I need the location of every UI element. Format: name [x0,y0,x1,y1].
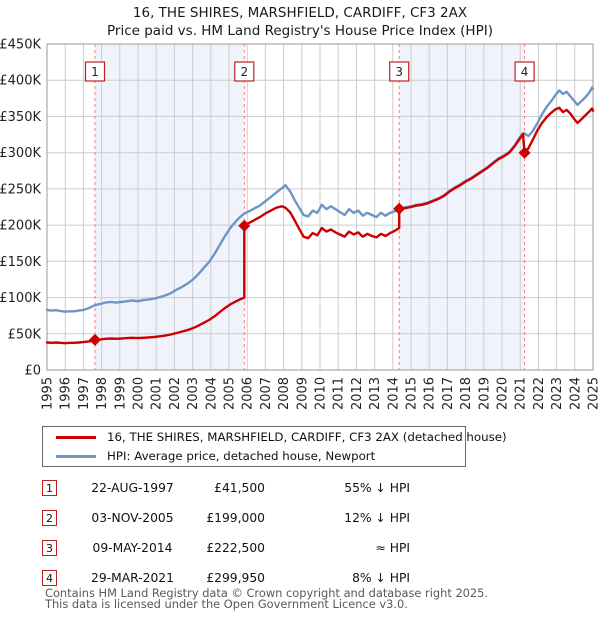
transaction-date: 09-MAY-2014 [92,541,173,555]
x-axis-label: 2006 [241,377,256,410]
x-axis-label: 2008 [277,377,292,410]
x-axis-label: 2011 [332,377,347,410]
transaction-number-badge: 2 [42,510,57,526]
x-axis-label: 1996 [59,377,74,410]
legend-label-price-paid: 16, THE SHIRES, MARSHFIELD, CARDIFF, CF3… [107,430,507,444]
chart-subtitle: Price paid vs. HM Land Registry's House … [107,23,493,39]
transaction-price: £222,500 [206,541,265,555]
chart-title: 16, THE SHIRES, MARSHFIELD, CARDIFF, CF3… [132,5,468,21]
transaction-number-badge: 4 [42,570,57,586]
x-axis-label: 2013 [368,377,383,410]
transaction-hpi-relation: 55% ↓ HPI [344,481,410,495]
transaction-price: £41,500 [214,481,265,495]
x-axis-label: 2007 [259,377,274,410]
x-axis-label: 2025 [587,377,600,410]
x-axis-label: 2009 [295,377,310,410]
sale-point-marker [518,146,531,159]
x-axis-label: 1999 [113,377,128,410]
y-axis-label: £350K [0,110,41,125]
y-axis-label: £450K [0,38,41,53]
transaction-number-badge: 3 [42,540,57,556]
x-axis-label: 2023 [550,377,565,410]
sale-period-band [399,44,525,370]
x-axis-label: 2021 [514,377,529,410]
x-axis-label: 2024 [568,377,583,410]
transaction-date: 29-MAR-2021 [91,571,174,585]
transaction-row: 4 29-MAR-2021 £299,950 8% ↓ HPI [42,563,492,593]
price-paid-line-swatch [56,435,96,439]
x-axis-label: 1997 [77,377,92,410]
y-axis-label: £250K [0,182,41,197]
y-axis-label: £200K [0,219,41,234]
chart-legend: 16, THE SHIRES, MARSHFIELD, CARDIFF, CF3… [42,426,507,467]
marker-badge-number: 2 [240,65,248,79]
x-axis-label: 2000 [132,377,147,410]
transaction-hpi-relation: 8% ↓ HPI [352,571,410,585]
sale-point-marker [393,202,406,215]
transaction-row: 1 22-AUG-1997 £41,500 55% ↓ HPI [42,473,492,503]
x-axis-label: 2003 [186,377,201,410]
legend-label-hpi: HPI: Average price, detached house, Newp… [107,449,376,463]
transaction-hpi-relation: 12% ↓ HPI [344,511,410,525]
y-axis-label: £0 [24,364,41,379]
y-axis-label: £100K [0,291,41,306]
y-axis-label: £400K [0,74,41,89]
x-axis-label: 2001 [150,377,165,410]
license-footer: Contains HM Land Registry data © Crown c… [45,586,489,612]
x-axis-label: 2022 [532,377,547,410]
price-history-chart: 1 2 3 4 £0 £50K £100K £150K £200K £250K £300K £350K… [0,38,600,411]
marker-badge [389,61,410,82]
sale-period-band [95,44,245,370]
transaction-number-badge: 1 [42,480,57,496]
transactions-table: 1 22-AUG-1997 £41,500 55% ↓ HPI 2 03-NOV… [42,473,492,593]
x-axis-label: 1995 [41,377,56,410]
x-axis-label: 2020 [496,377,511,410]
sale-point-marker [238,219,251,232]
footer-line-2: This data is licensed under the Open Gov… [45,597,408,612]
legend-item-hpi: HPI: Average price, detached house, Newp… [43,447,465,466]
x-axis-label: 2012 [350,377,365,410]
footer-line-1: Contains HM Land Registry data © Crown c… [45,586,489,600]
x-axis-label: 1998 [95,377,110,410]
x-axis-label: 2010 [314,377,329,410]
x-axis-label: 2002 [168,377,183,410]
marker-badge-number: 1 [91,65,99,79]
transaction-date: 03-NOV-2005 [91,511,174,525]
sale-point-marker [89,333,101,346]
plot-border [46,43,594,371]
marker-badge [84,61,106,82]
x-axis-label: 2017 [441,377,456,410]
transaction-price: £299,950 [206,571,265,585]
marker-badge [514,61,535,82]
transaction-date: 22-AUG-1997 [91,481,174,495]
transaction-hpi-relation: ≈ HPI [375,541,410,555]
hpi-line-swatch [56,454,96,458]
transaction-row: 2 03-NOV-2005 £199,000 12% ↓ HPI [42,503,492,533]
x-axis-label: 2016 [423,377,438,410]
y-axis-label: £50K [8,327,42,342]
y-axis-label: £300K [0,146,41,161]
marker-badge-number: 4 [521,65,529,79]
x-axis-label: 2014 [386,377,401,410]
y-axis-label: £150K [0,255,41,270]
marker-badge-number: 3 [395,65,403,79]
x-axis-label: 2004 [204,377,219,410]
x-axis-label: 2015 [405,377,420,410]
marker-badge [234,61,255,82]
transaction-row: 3 09-MAY-2014 £222,500 ≈ HPI [42,533,492,563]
transaction-price: £199,000 [206,511,265,525]
x-axis-label: 2019 [477,377,492,410]
legend-item-price-paid: 16, THE SHIRES, MARSHFIELD, CARDIFF, CF3… [43,428,507,447]
price-paid-line [45,106,595,345]
x-axis-label: 2005 [223,377,238,410]
x-axis-label: 2018 [459,377,474,410]
